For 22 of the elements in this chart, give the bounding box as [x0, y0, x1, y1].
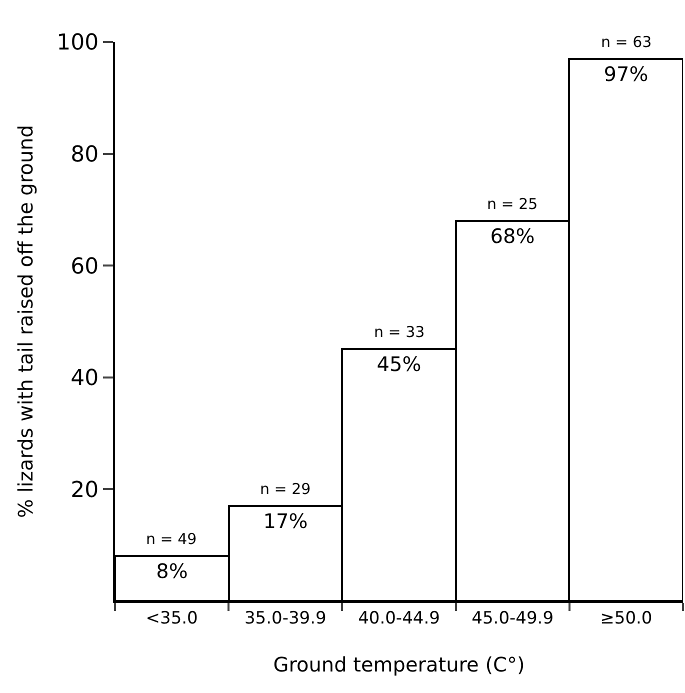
y-tick-label: 40 — [70, 366, 99, 392]
data-label: 68% — [490, 224, 535, 248]
annotation: n = 63 — [601, 33, 652, 51]
annotation: n = 29 — [260, 480, 311, 498]
y-axis-title: % lizards with tail raised off the ground — [14, 124, 38, 518]
x-tick-label: 45.0-49.9 — [472, 608, 554, 628]
x-axis-title: Ground temperature (C°) — [273, 652, 525, 676]
x-tick-label: 35.0-39.9 — [244, 608, 326, 628]
x-tick-label: <35.0 — [146, 608, 198, 628]
data-label: 8% — [156, 559, 188, 583]
x-tick-label: ≥50.0 — [600, 608, 652, 628]
y-tick-label: 20 — [70, 478, 99, 503]
data-label: 17% — [263, 509, 308, 533]
annotation: n = 33 — [374, 323, 425, 341]
data-label: 97% — [604, 62, 648, 86]
data-label: 45% — [376, 352, 422, 376]
annotation: n = 49 — [146, 530, 197, 548]
y-tick-label: 100 — [56, 30, 99, 56]
y-tick-label: 80 — [70, 142, 99, 168]
y-tick-label: 60 — [70, 254, 99, 280]
x-tick-label: 40.0-44.9 — [358, 608, 440, 628]
annotation: n = 25 — [487, 195, 538, 213]
